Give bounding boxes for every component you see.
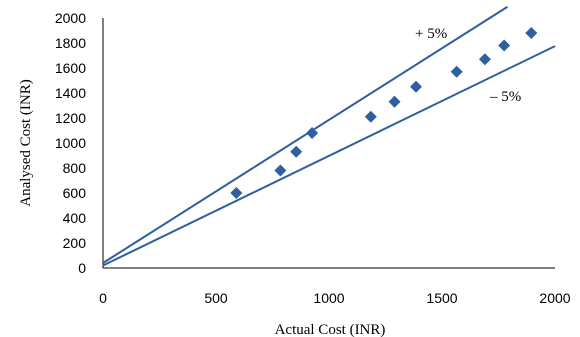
- y-tick-label: 1800: [55, 35, 86, 51]
- y-tick-label: 1000: [55, 135, 86, 151]
- x-tick-label: 1500: [426, 290, 457, 306]
- data-point: [290, 145, 303, 158]
- plus-5-percent-label: + 5%: [415, 26, 447, 42]
- reference-lines: [102, 5, 556, 267]
- data-point: [410, 80, 423, 93]
- x-axis-title: Actual Cost (INR): [275, 322, 386, 337]
- data-point: [388, 95, 401, 108]
- minus-5-percent-label: – 5%: [489, 89, 521, 105]
- data-points: [230, 27, 538, 199]
- annotations: + 5% – 5%: [415, 26, 521, 105]
- y-tick-label: 800: [63, 160, 87, 176]
- y-tick-label: 0: [78, 260, 86, 276]
- data-point: [230, 187, 243, 199]
- y-tick-label: 400: [63, 210, 87, 226]
- data-point: [478, 53, 491, 66]
- y-tick-label: 200: [63, 235, 87, 251]
- y-tick-labels: 0 200 400 600 800 1000 1200 1400 1600 1800 2000: [55, 10, 86, 276]
- x-tick-label: 1000: [313, 290, 344, 306]
- y-tick-label: 1400: [55, 85, 86, 101]
- x-tick-label: 0: [99, 290, 107, 306]
- data-point: [274, 164, 287, 177]
- minus-5-percent-line: [102, 45, 556, 267]
- data-point: [525, 27, 538, 39]
- x-tick-label: 2000: [539, 290, 570, 306]
- y-axis-title: Analysed Cost (INR): [18, 79, 34, 207]
- y-tick-label: 600: [63, 185, 87, 201]
- data-point: [498, 39, 511, 52]
- data-point: [306, 127, 319, 139]
- y-tick-label: 2000: [55, 10, 86, 26]
- y-tick-label: 1600: [55, 60, 86, 76]
- plus-5-percent-line: [102, 5, 509, 264]
- x-tick-label: 500: [204, 290, 228, 306]
- y-tick-label: 1200: [55, 110, 86, 126]
- x-tick-labels: 0 500 1000 1500 2000: [99, 290, 571, 306]
- data-point: [450, 65, 463, 78]
- data-point: [364, 110, 377, 123]
